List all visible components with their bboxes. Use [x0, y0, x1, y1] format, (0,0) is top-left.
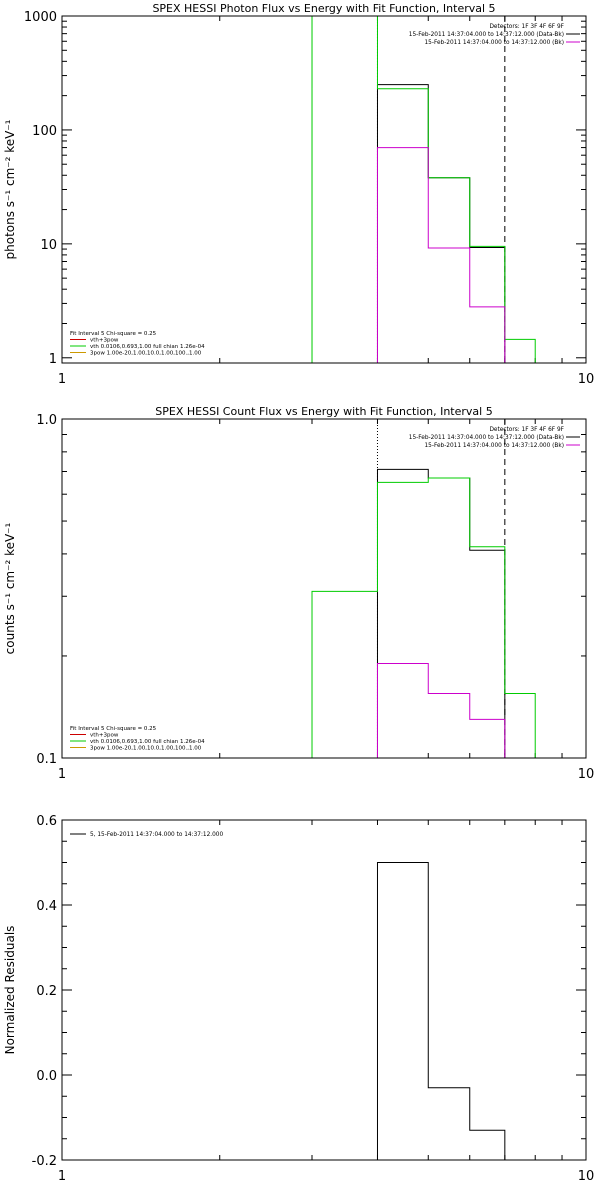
y-axis-label: Normalized Residuals — [3, 926, 17, 1055]
legend: Detectors: 1F 3F 4F 6F 9F 15-Feb-2011 14:… — [409, 427, 580, 449]
legend-entry: 5, 15-Feb-2011 14:37:04.000 to 14:37:12.… — [90, 832, 223, 838]
series-vth-3pow — [311, 477, 536, 758]
legend-entry: Detectors: 1F 3F 4F 6F 9F — [489, 24, 564, 30]
fit-entry: vth 0.0106,0.693,1.00 full chian 1.26e-0… — [90, 739, 205, 745]
panel-residual: Normalized Residuals 1 10 -0.2 0.0 0.2 0.4 0.6 5… — [3, 814, 594, 1184]
fit-entry: vth+3pow — [90, 733, 119, 739]
x-tick-label: 10 — [578, 372, 595, 387]
plot-area — [311, 419, 536, 758]
fit-entry: 3pow 1.00e-20,1.00,10.0,1.00,100.,1.00 — [90, 351, 202, 357]
series-5-15-feb-2011-14-37-04-000-to-14-37-12-000 — [376, 862, 506, 1160]
x-tick-label: 10 — [578, 1169, 595, 1184]
y-tick-label: 0.4 — [36, 899, 57, 914]
chart-title: SPEX HESSI Count Flux vs Energy with Fit… — [155, 405, 492, 418]
legend: Detectors: 1F 3F 4F 6F 9F 15-Feb-2011 14:… — [409, 24, 580, 46]
legend-entry: 15-Feb-2011 14:37:04.000 to 14:37:12.000… — [424, 40, 564, 46]
y-tick-label: -0.2 — [32, 1154, 57, 1169]
y-axis-label: photons s⁻¹ cm⁻² keV⁻¹ — [3, 119, 17, 259]
y-tick-label: 1 — [49, 352, 57, 367]
series-bk — [376, 663, 506, 758]
y-axis-label: counts s⁻¹ cm⁻² keV⁻¹ — [3, 522, 17, 654]
series-data-bk — [376, 468, 506, 758]
y-tick-label: 0.1 — [36, 752, 57, 767]
fit-entry: Fit Interval 5 Chi-square = 0.25 — [70, 726, 157, 732]
minor-ticks — [61, 15, 586, 364]
legend-entry: 15-Feb-2011 14:37:04.000 to 14:37:12.000… — [424, 443, 564, 449]
panel-photon: SPEX HESSI Photon Flux vs Energy with Fi… — [3, 2, 594, 387]
axes-frame — [61, 819, 587, 1161]
y-tick-label: 10 — [40, 238, 57, 253]
y-tick-label: 1.0 — [36, 413, 57, 428]
axes-frame — [61, 418, 587, 759]
minor-ticks — [61, 819, 586, 1161]
fit-entry: Fit Interval 5 Chi-square = 0.25 — [70, 331, 157, 337]
plot-area — [311, 16, 536, 363]
panel-count: SPEX HESSI Count Flux vs Energy with Fit… — [3, 405, 594, 782]
fit-info: Fit Interval 5 Chi-square = 0.25vth+3pow… — [70, 726, 205, 752]
fit-info: Fit Interval 5 Chi-square = 0.25vth+3pow… — [70, 331, 205, 357]
plot-area — [376, 862, 506, 1160]
fit-entry: vth 0.0106,0.693,1.00 full chian 1.26e-0… — [90, 344, 205, 350]
legend-entry: 15-Feb-2011 14:37:04.000 to 14:37:12.000… — [409, 435, 564, 441]
x-tick-label: 1 — [58, 372, 66, 387]
x-tick-label: 1 — [58, 1169, 66, 1184]
series-data-bk — [376, 84, 506, 363]
axes-frame — [61, 15, 587, 364]
y-tick-label: 0.6 — [36, 814, 57, 829]
series-bk — [376, 147, 506, 363]
y-tick-label: 1000 — [24, 10, 57, 25]
y-tick-label: 0.0 — [36, 1069, 57, 1084]
minor-ticks — [61, 418, 586, 759]
series-vth-3pow — [311, 16, 536, 363]
legend-entry: Detectors: 1F 3F 4F 6F 9F — [489, 427, 564, 433]
chart-title: SPEX HESSI Photon Flux vs Energy with Fi… — [152, 2, 495, 15]
legend-entry: 15-Feb-2011 14:37:04.000 to 14:37:12.000… — [409, 32, 564, 38]
legend: 5, 15-Feb-2011 14:37:04.000 to 14:37:12.… — [70, 832, 223, 838]
fit-entry: vth+3pow — [90, 338, 119, 344]
y-tick-label: 0.2 — [36, 984, 57, 999]
x-tick-label: 10 — [578, 767, 595, 782]
fit-entry: 3pow 1.00e-20,1.00,10.0,1.00,100.,1.00 — [90, 746, 202, 752]
x-tick-label: 1 — [58, 767, 66, 782]
y-tick-label: 100 — [32, 124, 57, 139]
